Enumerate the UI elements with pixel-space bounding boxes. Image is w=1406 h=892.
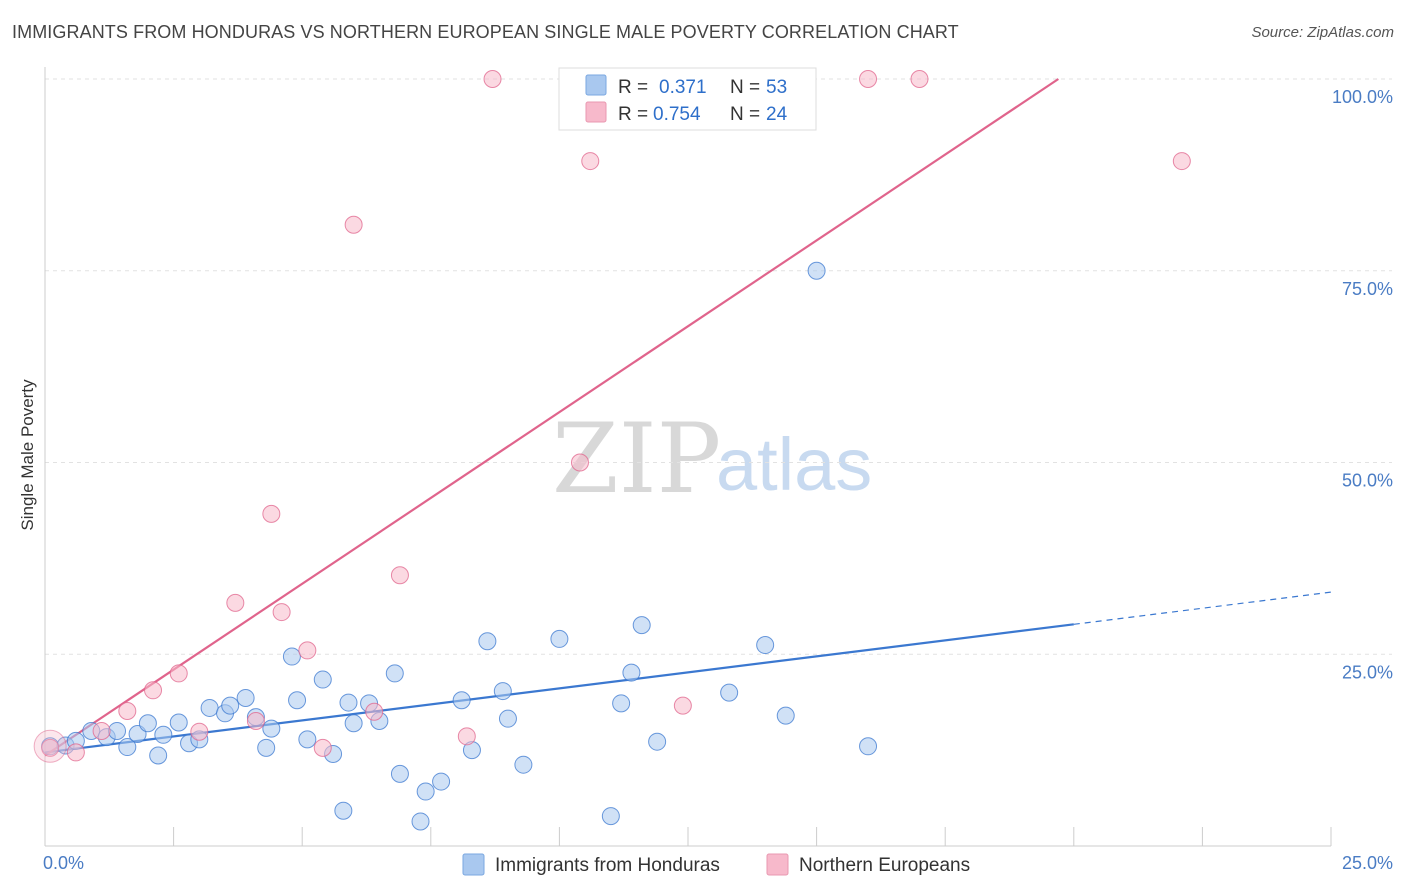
trend-line-0 — [44, 623, 1074, 754]
honduras-point-40 — [514, 755, 533, 774]
honduras-point-28 — [344, 714, 363, 733]
northern-european-point-5 — [169, 664, 188, 683]
honduras-point-14 — [200, 698, 219, 717]
legend-n-value-0: 53 — [766, 77, 787, 98]
honduras-point-33 — [411, 812, 430, 831]
honduras-point-16 — [221, 696, 240, 715]
honduras-point-46 — [648, 732, 667, 751]
honduras-point-24 — [313, 670, 332, 689]
honduras-point-10 — [154, 725, 173, 744]
honduras-point-31 — [385, 664, 404, 683]
honduras-point-42 — [601, 807, 620, 826]
northern-european-point-9 — [262, 504, 281, 523]
honduras-point-5 — [108, 721, 127, 740]
northern-european-point-17 — [483, 70, 502, 88]
legend-n-label-0: N = — [730, 77, 760, 98]
grid — [45, 78, 1392, 655]
legend-r-label-1: R = — [618, 104, 648, 125]
legend-n-value-1: 24 — [766, 104, 788, 125]
honduras-point-48 — [756, 636, 775, 655]
honduras-point-32 — [390, 764, 409, 783]
honduras-point-11 — [169, 713, 188, 732]
honduras-point-27 — [339, 693, 358, 712]
northern-european-point-15 — [390, 566, 409, 585]
honduras-point-23 — [298, 730, 317, 749]
legend-r-label-0: R = — [618, 77, 648, 98]
northern-european-point-13 — [344, 215, 363, 234]
northern-european-point-18 — [570, 453, 589, 472]
legend-r-value-1: 0.754 — [653, 104, 701, 125]
northern-european-point-8 — [246, 711, 265, 730]
honduras-point-35 — [432, 772, 451, 791]
watermark: ZIP atlas — [552, 403, 872, 515]
data-points — [33, 70, 1191, 831]
y-tick-label-3: 100.0% — [1332, 87, 1393, 107]
northern-european-point-23 — [910, 70, 929, 88]
honduras-point-19 — [257, 738, 276, 757]
northern-european-point-22 — [859, 70, 878, 88]
northern-european-point-10 — [272, 603, 291, 622]
northern-european-point-14 — [365, 702, 384, 721]
source-label: Source: ZipAtlas.com — [1251, 24, 1394, 41]
honduras-point-36 — [452, 691, 471, 710]
x-tick-label-1: 25.0% — [1342, 853, 1393, 873]
y-tick-label-0: 25.0% — [1342, 662, 1393, 682]
northern-european-point-7 — [226, 593, 245, 612]
honduras-point-8 — [138, 714, 157, 733]
series-legend-label-pink: Northern Europeans — [799, 855, 970, 876]
honduras-point-6 — [118, 738, 137, 757]
honduras-point-45 — [632, 616, 651, 635]
legend-n-label-1: N = — [730, 104, 760, 125]
y-tick-label-1: 50.0% — [1342, 471, 1393, 491]
honduras-point-49 — [776, 706, 795, 725]
honduras-point-20 — [262, 719, 281, 738]
trend-line-1 — [44, 78, 1059, 757]
chart-title: IMMIGRANTS FROM HONDURAS VS NORTHERN EUR… — [12, 22, 959, 42]
legend-swatch-pink — [585, 101, 607, 123]
honduras-point-41 — [550, 629, 569, 648]
northern-european-point-20 — [673, 696, 692, 715]
northern-european-point-11 — [298, 641, 317, 660]
honduras-point-21 — [282, 647, 301, 666]
tick-labels: 25.0% 50.0% 75.0% 100.0% 0.0% 25.0% — [43, 87, 1393, 873]
honduras-point-51 — [859, 737, 878, 756]
honduras-point-26 — [334, 801, 353, 820]
trend-line-extension-0 — [1073, 591, 1332, 625]
honduras-point-39 — [498, 709, 517, 728]
series-legend-label-blue: Immigrants from Honduras — [495, 855, 720, 876]
northern-european-point-19 — [581, 152, 600, 171]
northern-european-point-12 — [313, 738, 332, 757]
series-legend-swatch-pink — [766, 853, 789, 876]
northern-european-point-3 — [118, 702, 137, 721]
northern-european-point-0 — [41, 738, 60, 757]
legend-r-value-0: 0.371 — [659, 77, 707, 98]
x-tick-label-0: 0.0% — [43, 853, 84, 873]
series-legend: Immigrants from Honduras Northern Europe… — [462, 853, 970, 876]
legend-swatch-blue — [585, 74, 607, 96]
y-tick-label-2: 75.0% — [1342, 279, 1393, 299]
honduras-point-17 — [236, 688, 255, 707]
honduras-point-9 — [149, 746, 168, 765]
trend-lines — [44, 78, 1332, 757]
honduras-point-44 — [622, 663, 641, 682]
honduras-point-38 — [493, 682, 512, 701]
honduras-point-50 — [807, 261, 826, 280]
honduras-point-34 — [416, 782, 435, 801]
cluster-point — [33, 729, 67, 763]
honduras-point-22 — [288, 691, 307, 710]
honduras-point-43 — [612, 694, 631, 713]
northern-european-point-24 — [1172, 152, 1191, 171]
northern-european-point-1 — [66, 743, 85, 762]
series-legend-swatch-blue — [462, 853, 485, 876]
northern-european-point-6 — [190, 722, 209, 741]
northern-european-point-16 — [457, 727, 476, 746]
axes — [44, 67, 1332, 847]
legend: R = 0.371 N = 53 R = 0.754 N = 24 — [558, 67, 817, 131]
honduras-point-47 — [720, 683, 739, 702]
honduras-point-37 — [478, 632, 497, 651]
northern-european-point-4 — [144, 681, 163, 700]
watermark-atlas: atlas — [716, 423, 872, 506]
northern-european-point-2 — [92, 721, 111, 740]
